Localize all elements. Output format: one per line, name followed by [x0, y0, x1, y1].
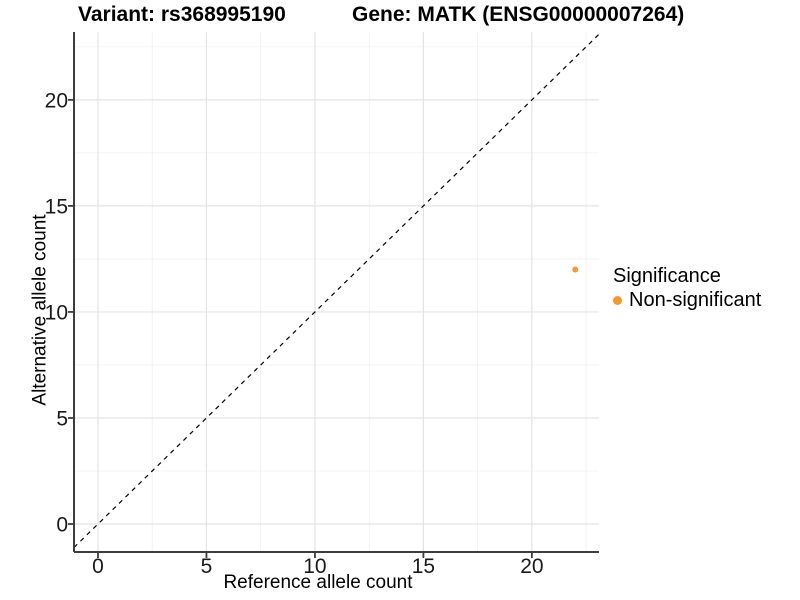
x-axis-title: Reference allele count	[223, 572, 413, 593]
x-tick-label: 5	[201, 555, 213, 578]
legend: Significance Non-significant	[613, 265, 761, 312]
y-tick-label: 10	[45, 301, 68, 324]
x-tick-label: 10	[303, 555, 326, 578]
data-point	[572, 266, 579, 273]
legend-title: Significance	[613, 265, 721, 287]
plot-title-variant: Variant: rs368995190	[78, 3, 286, 26]
y-tick-label: 0	[56, 514, 68, 537]
x-tick-label: 15	[412, 555, 435, 578]
legend-point-icon	[613, 295, 622, 305]
legend-item-label: Non-significant	[629, 288, 762, 311]
identity-line	[73, 33, 600, 548]
y-tick-label: 15	[45, 195, 68, 218]
y-tick-label: 20	[45, 89, 68, 112]
legend-item-non-significant: Non-significant	[613, 288, 761, 312]
x-tick-label: 20	[520, 555, 543, 578]
x-tick-label: 0	[92, 555, 104, 578]
y-tick-label: 5	[56, 407, 68, 430]
plot-title-gene: Gene: MATK (ENSG00000007264)	[352, 3, 685, 26]
